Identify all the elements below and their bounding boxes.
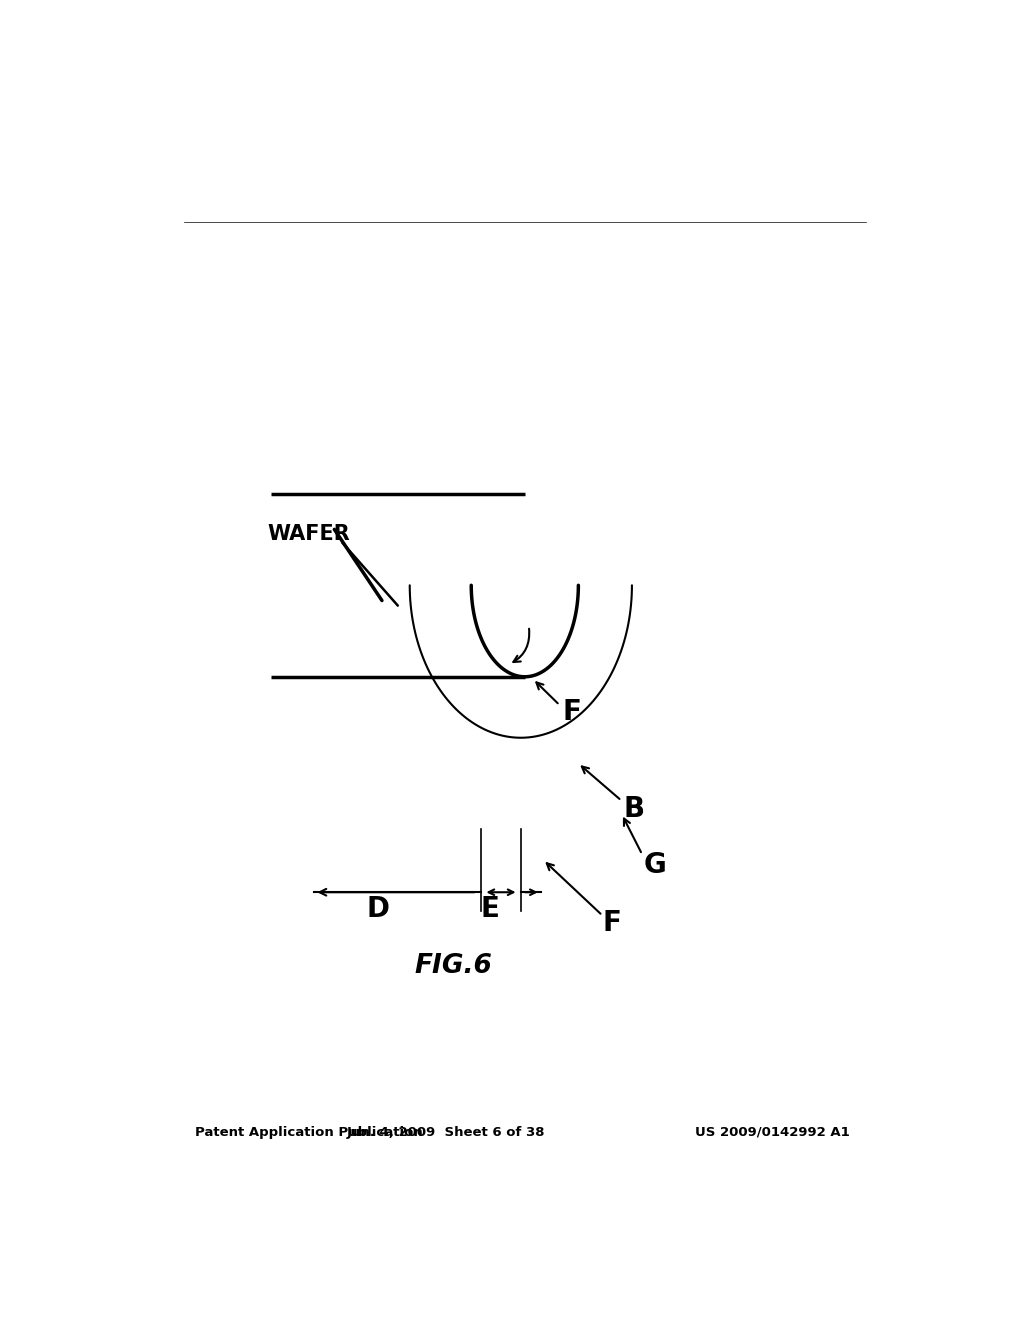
Text: F: F (563, 698, 582, 726)
Text: D: D (367, 895, 389, 923)
Text: F: F (602, 908, 622, 937)
Text: US 2009/0142992 A1: US 2009/0142992 A1 (695, 1126, 850, 1139)
Text: FIG.6: FIG.6 (415, 953, 493, 979)
Text: Patent Application Publication: Patent Application Publication (196, 1126, 423, 1139)
Text: G: G (644, 851, 667, 879)
Text: B: B (624, 795, 645, 822)
Text: Jun. 4, 2009  Sheet 6 of 38: Jun. 4, 2009 Sheet 6 of 38 (346, 1126, 545, 1139)
Text: WAFER: WAFER (267, 524, 349, 544)
Text: E: E (480, 895, 500, 923)
